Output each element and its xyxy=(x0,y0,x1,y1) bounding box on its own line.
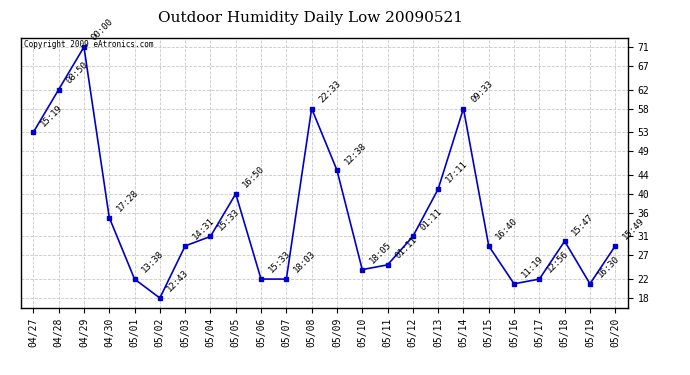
Text: 16:50: 16:50 xyxy=(241,164,266,190)
Text: 18:05: 18:05 xyxy=(368,240,393,266)
Text: 15:49: 15:49 xyxy=(621,216,646,242)
Text: 18:03: 18:03 xyxy=(292,249,317,275)
Text: 15:47: 15:47 xyxy=(570,211,595,237)
Text: 01:11: 01:11 xyxy=(418,207,444,232)
Text: 11:19: 11:19 xyxy=(520,254,545,280)
Text: 16:40: 16:40 xyxy=(494,216,520,242)
Text: 17:11: 17:11 xyxy=(444,159,469,185)
Text: 12:56: 12:56 xyxy=(545,249,570,275)
Text: 17:28: 17:28 xyxy=(115,188,140,213)
Text: 12:38: 12:38 xyxy=(342,141,368,166)
Text: 15:33: 15:33 xyxy=(266,249,292,275)
Text: 14:31: 14:31 xyxy=(190,216,216,242)
Text: 22:33: 22:33 xyxy=(317,79,342,104)
Text: Copyright 2009 eAtronics.com: Copyright 2009 eAtronics.com xyxy=(23,40,153,49)
Text: 15:33: 15:33 xyxy=(216,207,241,232)
Text: 09:33: 09:33 xyxy=(469,79,494,104)
Text: 15:19: 15:19 xyxy=(39,103,64,128)
Text: Outdoor Humidity Daily Low 20090521: Outdoor Humidity Daily Low 20090521 xyxy=(158,11,463,25)
Text: 16:30: 16:30 xyxy=(595,254,621,280)
Text: 13:38: 13:38 xyxy=(140,249,166,275)
Text: 01:11: 01:11 xyxy=(393,236,418,261)
Text: 12:43: 12:43 xyxy=(166,268,190,294)
Text: 00:00: 00:00 xyxy=(90,18,115,43)
Text: 08:50: 08:50 xyxy=(64,60,90,86)
